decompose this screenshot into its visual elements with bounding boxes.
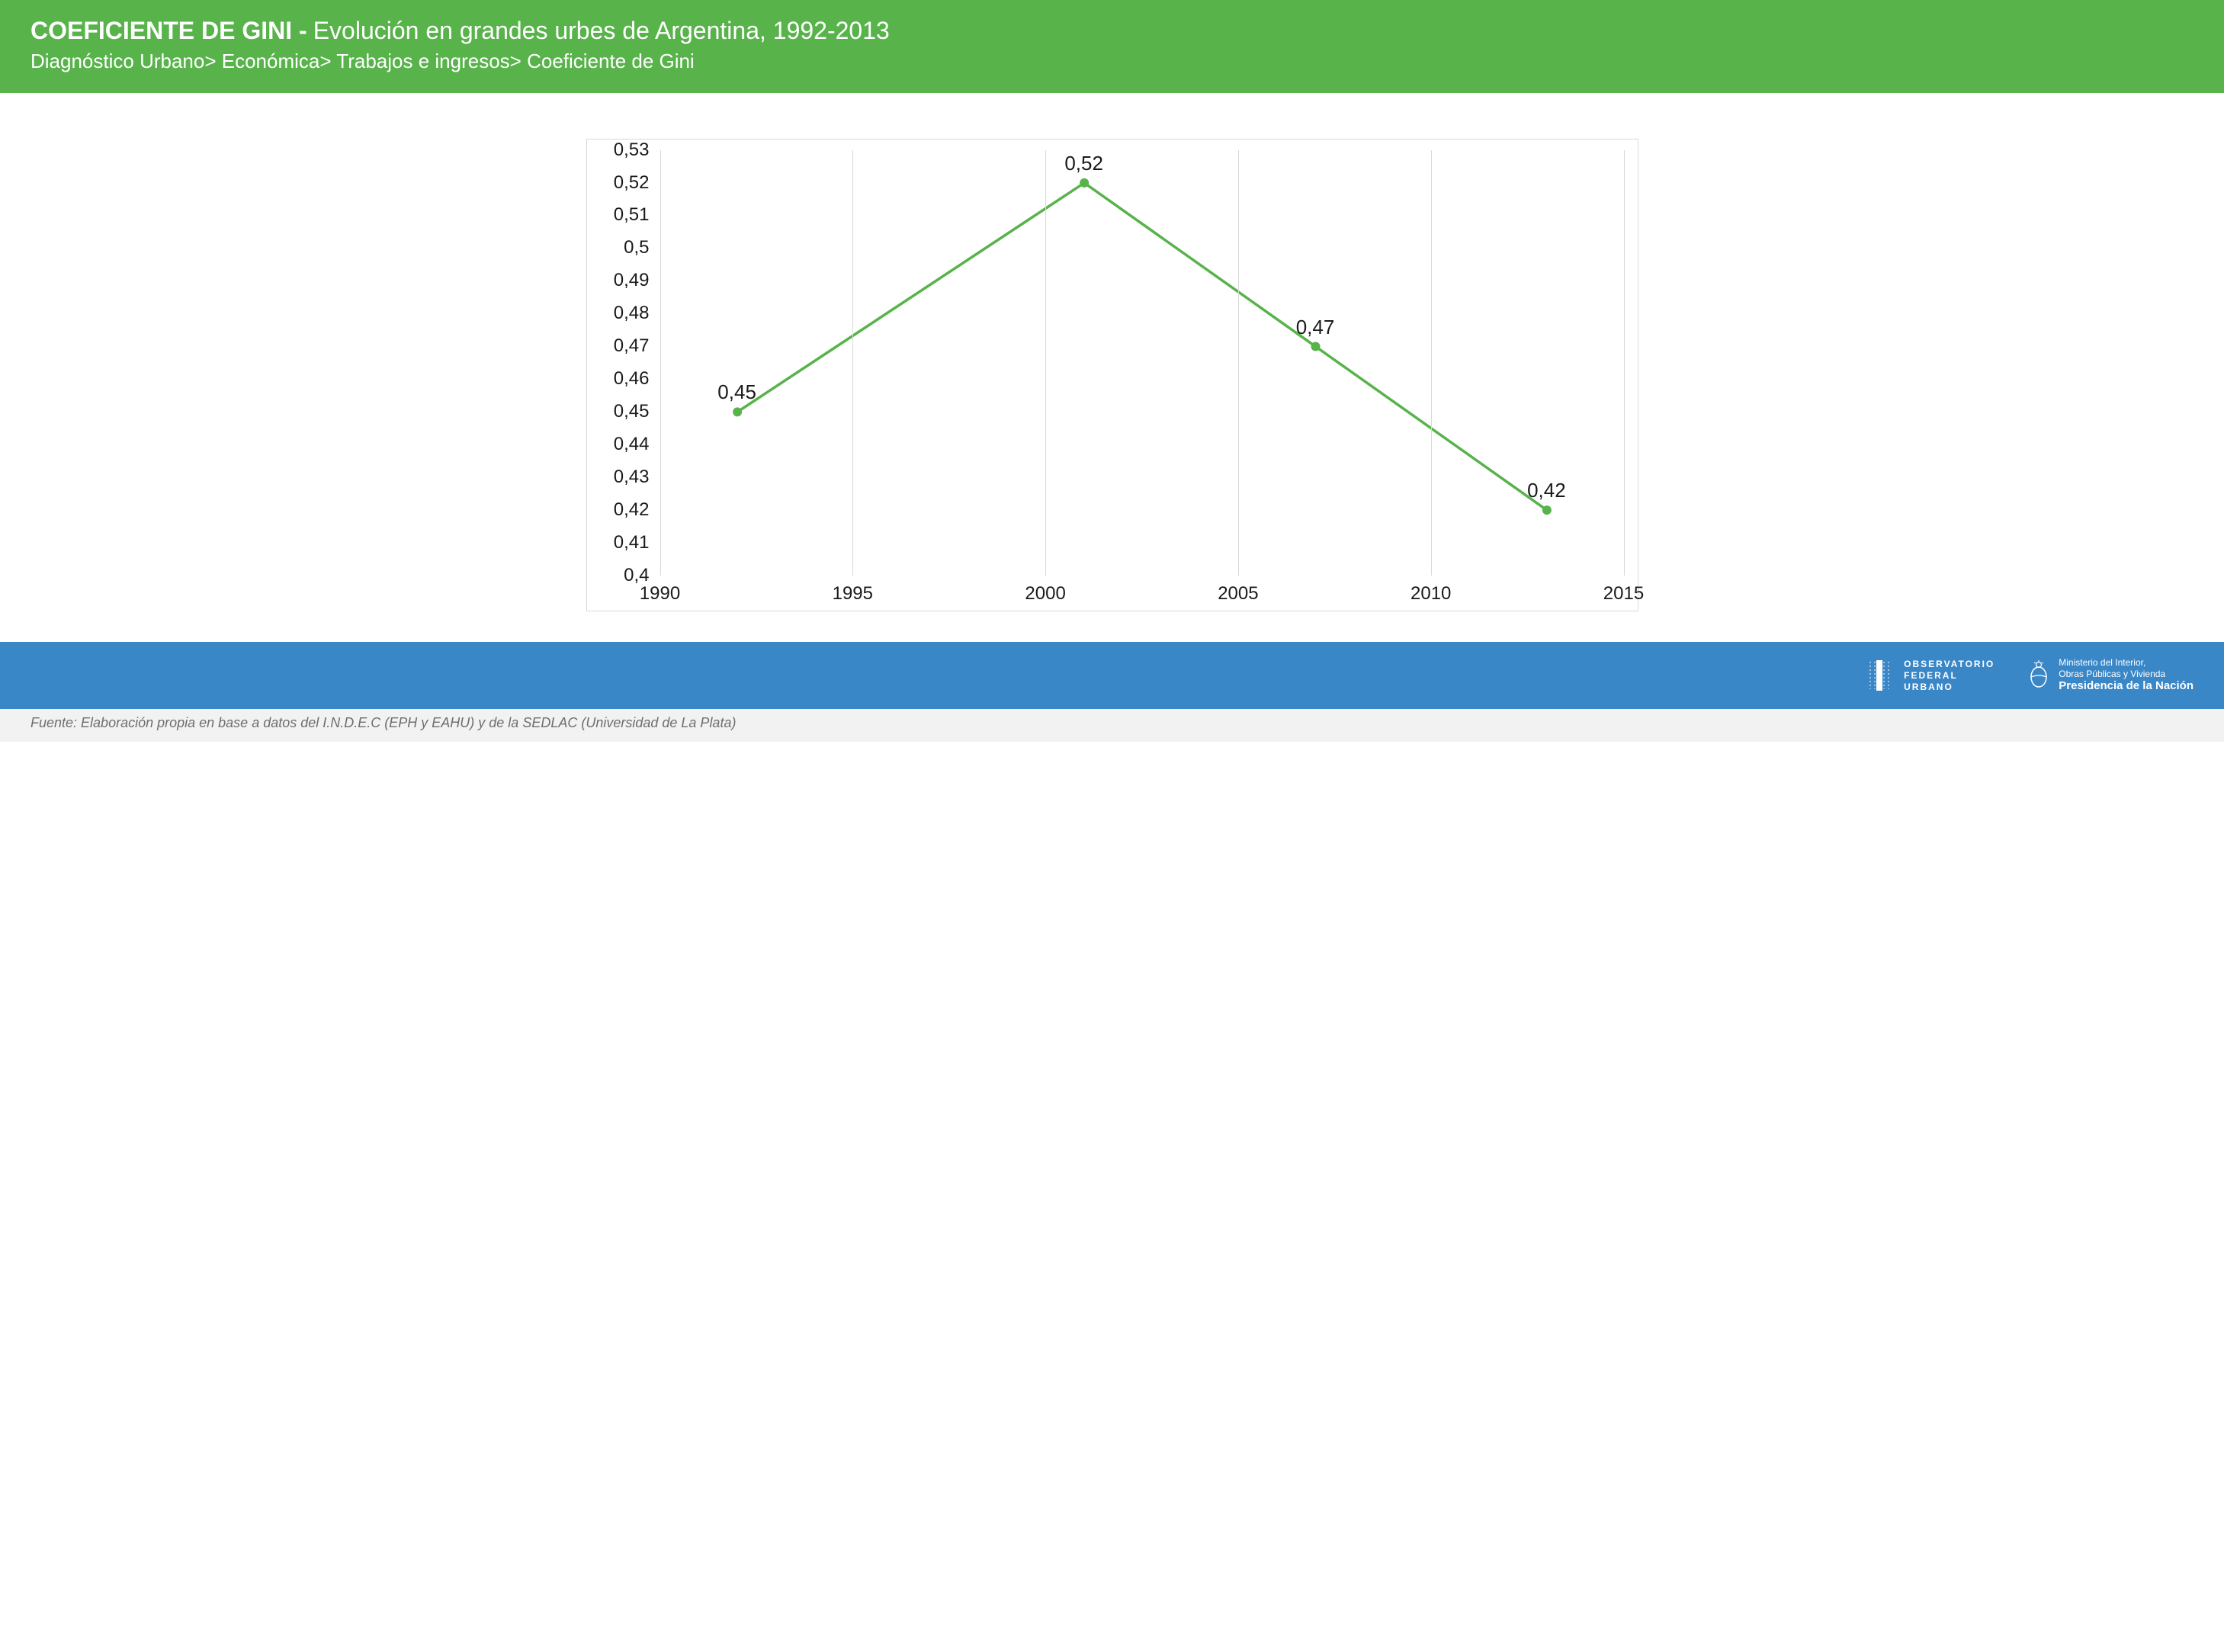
y-tick-label: 0,45 xyxy=(587,401,650,422)
logo-presidencia: Ministerio del Interior, Obras Públicas … xyxy=(2028,657,2194,694)
chart-area: 0,40,410,420,430,440,450,460,470,480,490… xyxy=(0,93,2224,642)
x-tick-label: 2015 xyxy=(1603,583,1644,605)
y-tick-label: 0,52 xyxy=(587,172,650,194)
escudo-icon xyxy=(2028,660,2049,691)
x-tick-label: 1990 xyxy=(640,583,680,605)
y-tick-label: 0,41 xyxy=(587,532,650,553)
y-tick-label: 0,43 xyxy=(587,467,650,488)
x-tick-label: 1995 xyxy=(833,583,873,605)
y-tick-label: 0,47 xyxy=(587,335,650,357)
observatorio-text: OBSERVATORIO FEDERAL URBANO xyxy=(1904,659,1995,693)
gridline xyxy=(1045,150,1046,576)
breadcrumb: Diagnóstico Urbano> Económica> Trabajos … xyxy=(30,50,2194,73)
ofu-line1: OBSERVATORIO xyxy=(1904,659,1995,670)
data-label: 0,47 xyxy=(1296,316,1335,339)
y-tick-label: 0,42 xyxy=(587,499,650,521)
ofu-line3: URBANO xyxy=(1904,682,1995,693)
source-bar: Fuente: Elaboración propia en base a dat… xyxy=(0,709,2224,742)
line-chart-svg xyxy=(660,150,1624,576)
source-text: Fuente: Elaboración propia en base a dat… xyxy=(30,715,736,730)
ofu-line2: FEDERAL xyxy=(1904,670,1995,682)
x-tick-label: 2010 xyxy=(1410,583,1451,605)
title-bold: COEFICIENTE DE GINI - xyxy=(30,17,307,45)
y-tick-label: 0,5 xyxy=(587,237,650,258)
y-tick-label: 0,51 xyxy=(587,204,650,226)
pn-line1: Ministerio del Interior, xyxy=(2059,657,2194,668)
gridline xyxy=(1431,150,1432,576)
pn-line3: Presidencia de la Nación xyxy=(2059,679,2194,694)
gridline xyxy=(852,150,853,576)
y-tick-label: 0,49 xyxy=(587,270,650,291)
observatorio-icon xyxy=(1866,659,1893,692)
y-tick-label: 0,53 xyxy=(587,140,650,161)
chart-box: 0,40,410,420,430,440,450,460,470,480,490… xyxy=(586,139,1638,611)
data-label: 0,45 xyxy=(717,380,756,404)
y-tick-label: 0,48 xyxy=(587,303,650,324)
header: COEFICIENTE DE GINI - Evolución en grand… xyxy=(0,0,2224,93)
pn-line2: Obras Públicas y Vivienda xyxy=(2059,669,2194,679)
y-tick-label: 0,44 xyxy=(587,434,650,455)
data-label: 0,52 xyxy=(1064,152,1103,175)
x-tick-label: 2000 xyxy=(1025,583,1065,605)
title-light: Evolución en grandes urbes de Argentina,… xyxy=(313,17,890,45)
y-tick-label: 0,46 xyxy=(587,368,650,390)
presidencia-text: Ministerio del Interior, Obras Públicas … xyxy=(2059,657,2194,694)
data-label: 0,42 xyxy=(1527,479,1566,502)
header-title: COEFICIENTE DE GINI - Evolución en grand… xyxy=(30,17,2194,45)
gridline xyxy=(660,150,661,576)
gridline xyxy=(1238,150,1239,576)
gridline xyxy=(1624,150,1625,576)
logo-observatorio: OBSERVATORIO FEDERAL URBANO xyxy=(1866,659,1995,693)
page: COEFICIENTE DE GINI - Evolución en grand… xyxy=(0,0,2224,742)
plot-area: 0,40,410,420,430,440,450,460,470,480,490… xyxy=(660,150,1624,576)
footer-bar: OBSERVATORIO FEDERAL URBANO Ministerio d… xyxy=(0,642,2224,709)
x-tick-label: 2005 xyxy=(1218,583,1258,605)
